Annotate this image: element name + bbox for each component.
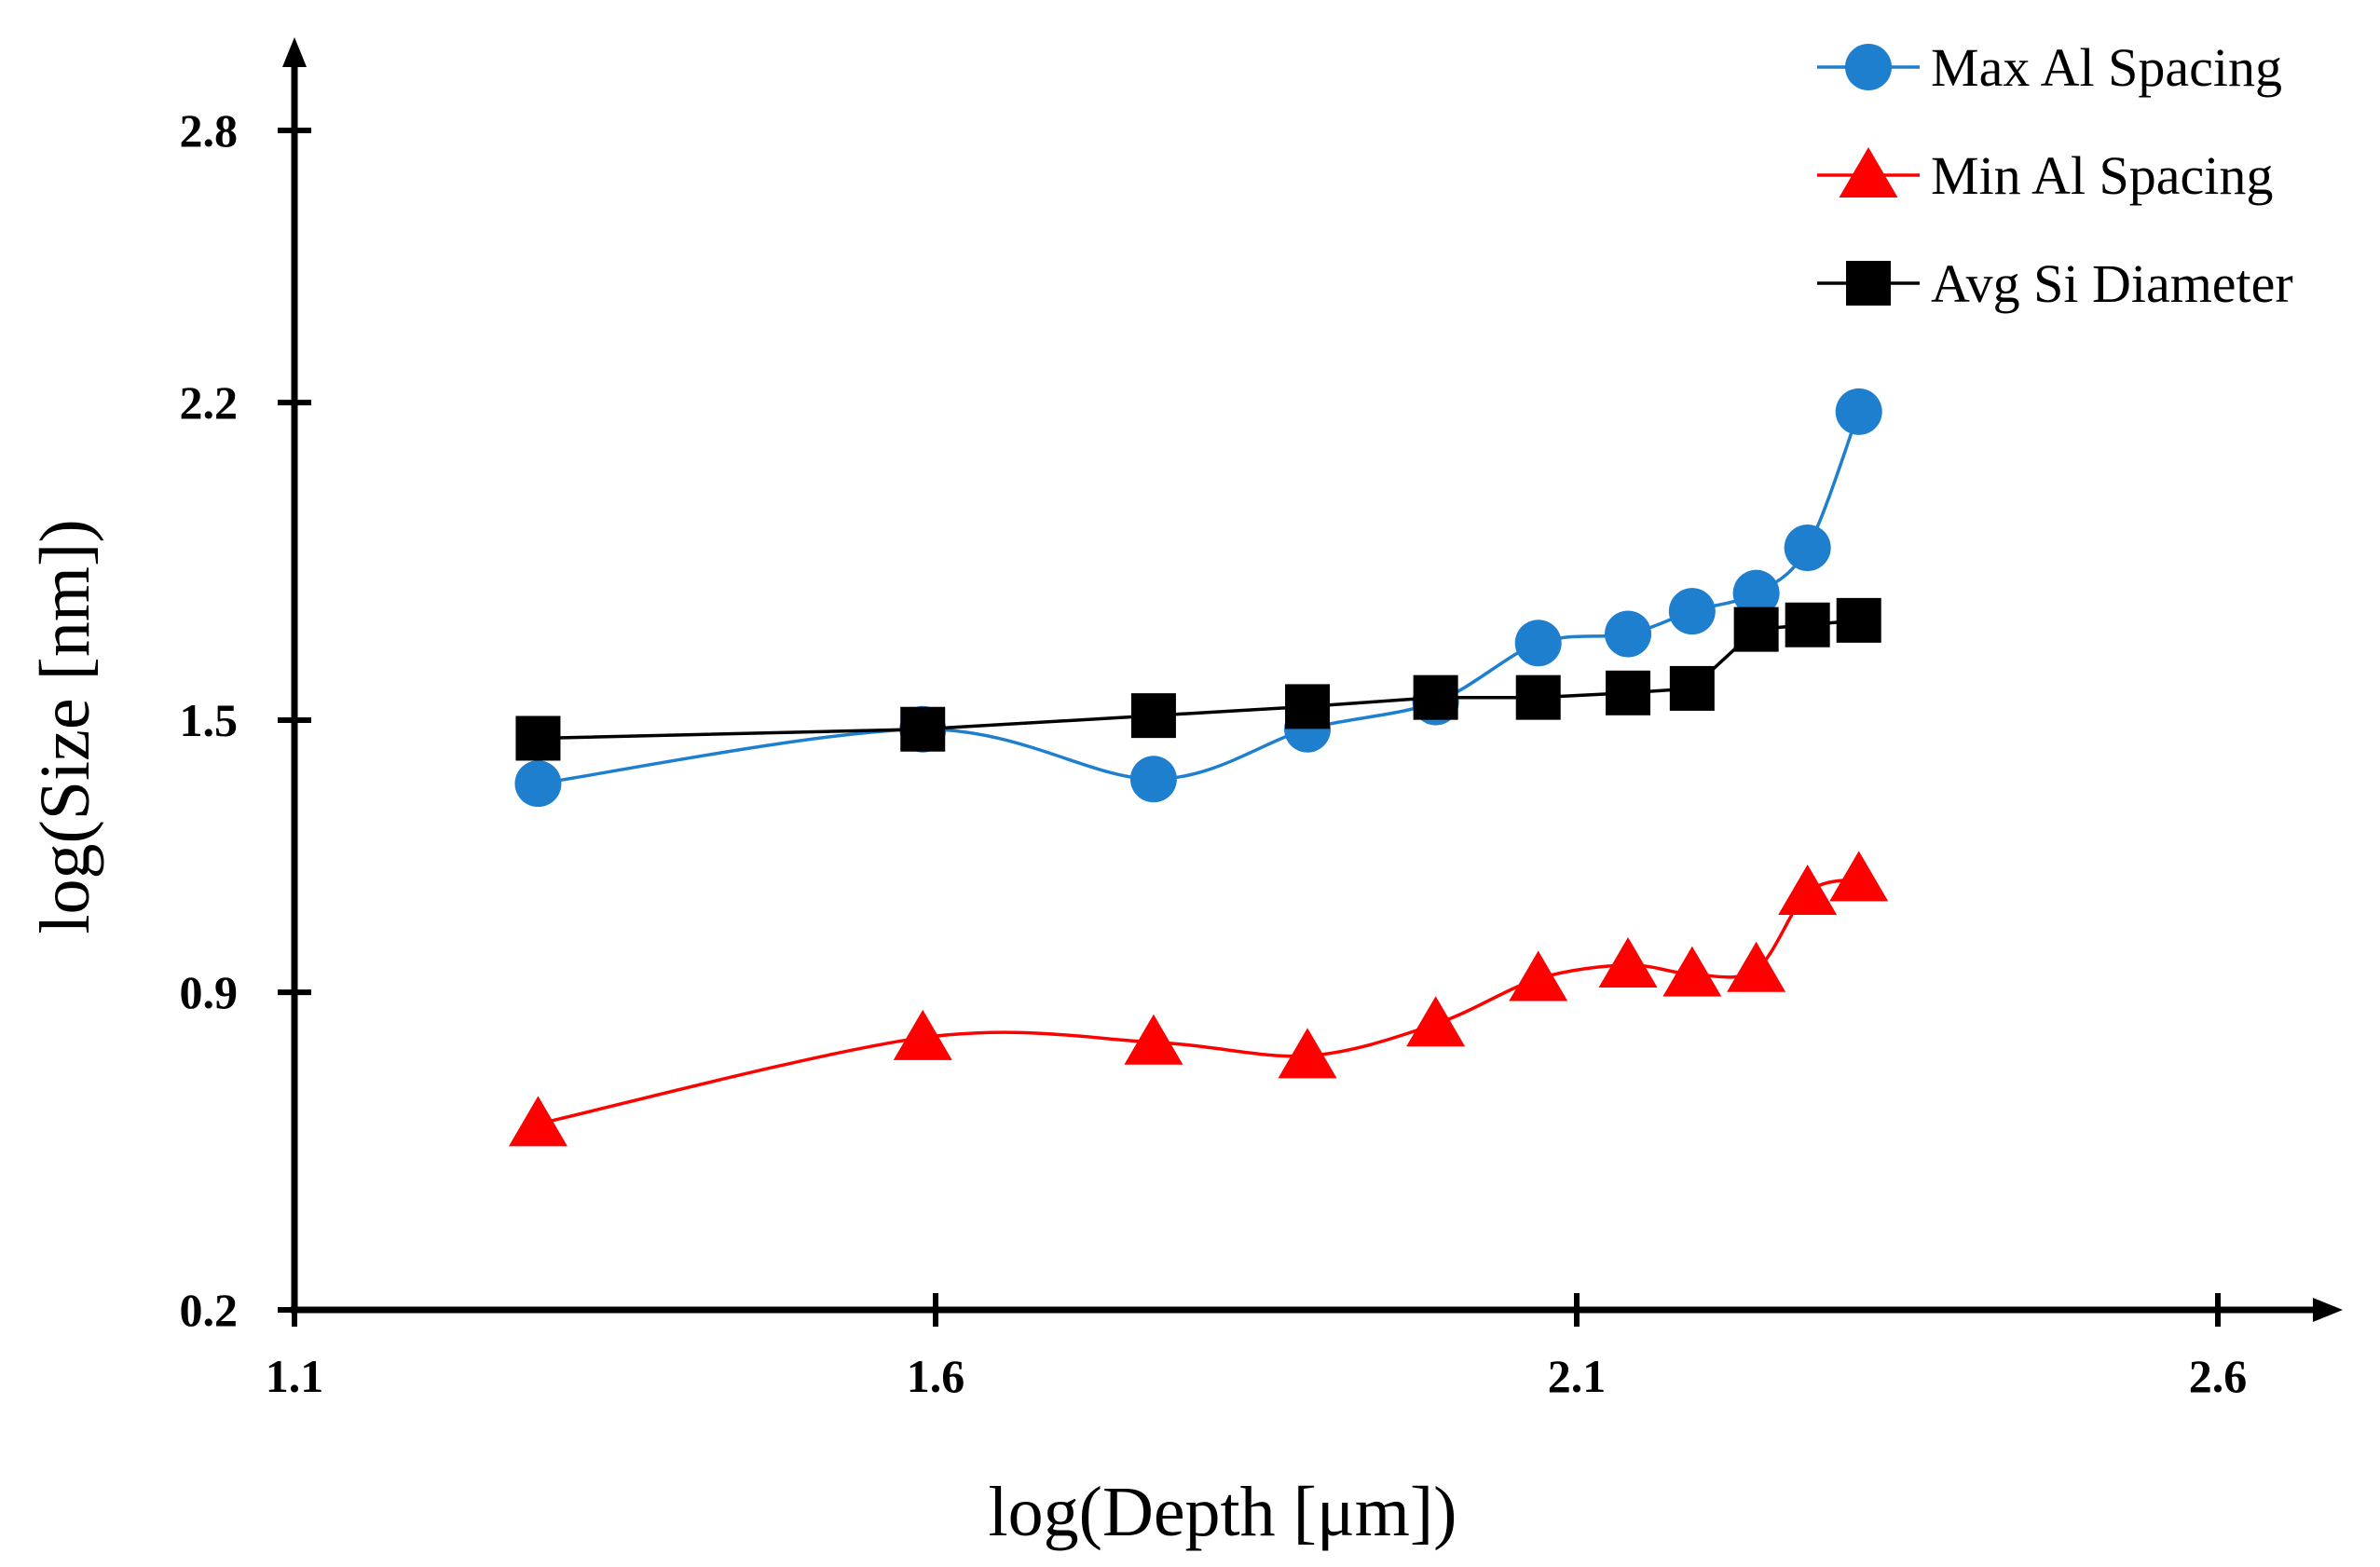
y-tick-label: 2.8 [180, 104, 239, 157]
x-tick-label: 1.1 [266, 1350, 324, 1402]
x-tick-label: 1.6 [907, 1350, 965, 1402]
data-point-square [1515, 674, 1561, 720]
data-point-square [1413, 674, 1458, 720]
data-point-circle [1668, 588, 1716, 635]
data-point-triangle [1124, 1014, 1183, 1065]
legend-marker-circle [1845, 44, 1892, 90]
data-point-triangle [1662, 946, 1722, 997]
legend-item-avg-si-diameter: Avg Si Diameter [1817, 253, 2293, 314]
data-point-triangle [508, 1096, 568, 1147]
legend-item-min-al-spacing: Min Al Spacing [1817, 145, 2273, 206]
y-axis-arrow-icon [282, 37, 307, 67]
y-tick-label: 0.2 [180, 1284, 239, 1336]
data-point-square [515, 715, 561, 761]
series-line [538, 619, 1859, 741]
data-point-triangle [893, 1009, 952, 1060]
legend-marker-square [1846, 261, 1891, 306]
data-point-circle [1514, 620, 1562, 667]
legend: Max Al Spacing Min Al Spacing Avg Si Diame… [1817, 37, 2293, 314]
series-avg-si-diameter [515, 597, 1881, 761]
data-point-triangle [1509, 950, 1568, 1002]
y-axis-title: log(Size [nm]) [26, 519, 104, 933]
x-tick-label: 2.6 [2189, 1350, 2248, 1402]
series-max-al-spacing [514, 388, 1882, 808]
data-point-circle [1129, 756, 1177, 803]
y-tick-label: 1.5 [180, 694, 239, 746]
y-tick-label: 0.9 [180, 966, 239, 1018]
legend-marker-triangle [1839, 147, 1898, 198]
plot-area [508, 388, 1889, 1147]
legend-label: Min Al Spacing [1931, 145, 2273, 206]
data-point-triangle [1727, 941, 1786, 992]
data-point-triangle [1598, 936, 1658, 988]
data-point-square [1669, 665, 1715, 711]
x-axis-arrow-icon [2313, 1298, 2343, 1322]
data-point-square [1785, 602, 1830, 647]
legend-item-max-al-spacing: Max Al Spacing [1817, 37, 2282, 98]
data-point-square [1285, 684, 1331, 729]
data-point-square [1606, 670, 1651, 715]
data-point-triangle [1778, 865, 1838, 916]
x-axis-title: log(Depth [μm]) [989, 1473, 1457, 1551]
data-point-circle [1835, 388, 1882, 435]
data-point-circle [514, 760, 562, 808]
x-tick-label: 2.1 [1548, 1350, 1607, 1402]
data-point-square [900, 706, 946, 752]
data-point-square [1733, 606, 1779, 652]
data-point-circle [1784, 524, 1831, 571]
ticks: 1.1 1.6 2.1 2.6 0.2 0.9 1.5 2.2 2.8 [180, 104, 2248, 1402]
axes [282, 37, 2343, 1322]
legend-label: Max Al Spacing [1931, 37, 2282, 98]
series-line [538, 877, 1860, 1126]
data-point-triangle [1406, 996, 1466, 1047]
data-point-triangle [1278, 1028, 1337, 1079]
data-point-square [1836, 597, 1881, 643]
data-point-square [1130, 693, 1176, 739]
data-point-triangle [1829, 851, 1889, 902]
legend-label: Avg Si Diameter [1931, 253, 2293, 314]
series-min-al-spacing [508, 851, 1889, 1147]
data-point-circle [1732, 569, 1780, 617]
y-tick-label: 2.2 [180, 376, 239, 429]
data-point-circle [1605, 610, 1652, 658]
series-line [538, 411, 1861, 785]
